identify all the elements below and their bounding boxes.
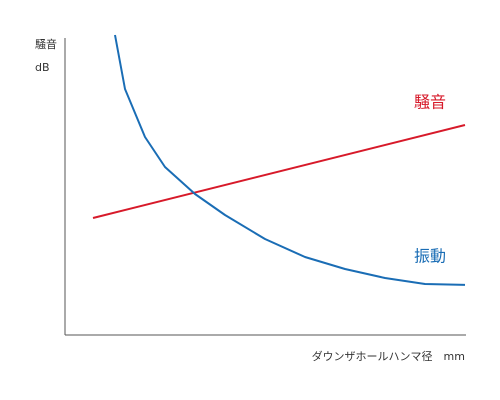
series-line [92, 124, 466, 219]
x-axis-label: ダウンザホールハンマ径 mm [312, 349, 465, 363]
y-axis-label: 騒音 [35, 37, 57, 51]
series-label: 騒音 [414, 93, 446, 112]
series-line [114, 34, 466, 286]
series-label: 振動 [414, 246, 446, 265]
y-axis-unit: dB [35, 61, 50, 74]
